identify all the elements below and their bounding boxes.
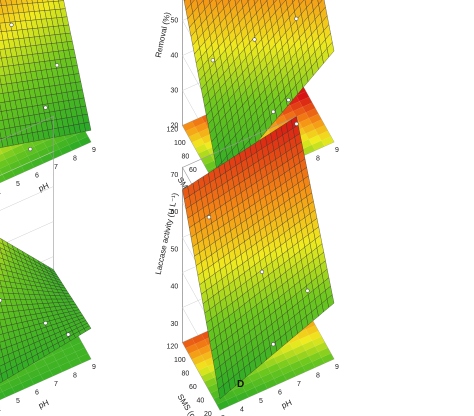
response-surface [0, 0, 92, 148]
observed-point [206, 215, 212, 220]
response-surface [183, 0, 335, 187]
x-tick-label: 8 [73, 373, 77, 380]
observed-point [9, 22, 14, 28]
z-tick-label: 70 [171, 172, 179, 179]
observed-point [28, 147, 33, 152]
x-tick-label: 7 [297, 381, 301, 388]
y-tick-label: 80 [182, 371, 190, 378]
z-axis-label: Laccase activity (U L⁻¹) [154, 192, 180, 276]
observed-point [43, 321, 48, 326]
y-tick-label: 120 [167, 344, 179, 351]
observed-point [286, 97, 291, 103]
z-tick-label: 40 [171, 284, 179, 291]
x-axis-label: pH [280, 398, 293, 410]
observed-point [0, 298, 3, 303]
x-tick-label: 6 [278, 390, 282, 397]
chart-panel-3: 3456789pH20406080100120SMS (g L⁻¹) [0, 116, 96, 414]
x-tick-label: 8 [316, 373, 320, 380]
z-tick-label: 60 [171, 209, 179, 216]
observed-point [43, 105, 48, 110]
z-tick-label: 50 [171, 18, 179, 25]
x-tick-label: 5 [259, 398, 263, 405]
z-tick-label: 20 [171, 123, 179, 130]
observed-point [305, 288, 310, 293]
observed-point [294, 121, 299, 126]
chart-panel-4: 3456789pH20406080100120SMS (g L⁻¹)304050… [154, 116, 339, 416]
y-tick-label: 60 [189, 167, 197, 174]
observed-point [54, 63, 60, 68]
z-tick-label: 50 [171, 246, 179, 253]
panel-label: D [237, 379, 244, 390]
x-axis-label: pH [37, 398, 50, 410]
x-axis-label: pH [37, 181, 50, 193]
response-surface [182, 116, 335, 400]
x-tick-label: 4 [0, 407, 1, 414]
x-tick-label: 9 [335, 147, 339, 154]
x-tick-label: 6 [35, 390, 39, 397]
x-tick-label: 5 [16, 181, 20, 188]
z-axis-label: Removal (%) [154, 11, 172, 58]
x-tick-label: 4 [0, 190, 1, 197]
y-tick-label: 120 [167, 127, 179, 134]
z-tick-label: 30 [171, 88, 179, 95]
y-tick-label: 40 [197, 398, 205, 405]
observed-point [271, 109, 276, 114]
chart-panel-1: 3456789pH20406080100120SMS (g L⁻¹) [0, 0, 96, 197]
x-tick-label: 5 [16, 398, 20, 405]
z-tick-label: 40 [171, 53, 179, 60]
observed-point [271, 342, 276, 347]
observed-point [259, 269, 265, 274]
y-tick-label: 60 [189, 384, 197, 391]
x-tick-label: 4 [240, 407, 244, 414]
z-tick-label: 30 [171, 321, 179, 328]
x-tick-label: 6 [35, 173, 39, 180]
x-tick-label: 7 [54, 164, 58, 171]
y-tick-label: 100 [174, 140, 186, 147]
x-tick-label: 8 [316, 156, 320, 163]
y-tick-label: 100 [174, 357, 186, 364]
observed-point [252, 37, 257, 42]
y-tick-label: 20 [204, 411, 212, 416]
x-tick-label: 9 [92, 147, 96, 154]
y-tick-label: 80 [182, 154, 190, 161]
observed-point [66, 332, 71, 337]
response-surface [0, 237, 92, 384]
x-tick-label: 9 [335, 364, 339, 371]
observed-point [210, 58, 215, 63]
x-tick-label: 8 [73, 156, 77, 163]
x-tick-label: 9 [92, 364, 96, 371]
x-tick-label: 7 [54, 381, 58, 388]
observed-point [294, 16, 299, 21]
